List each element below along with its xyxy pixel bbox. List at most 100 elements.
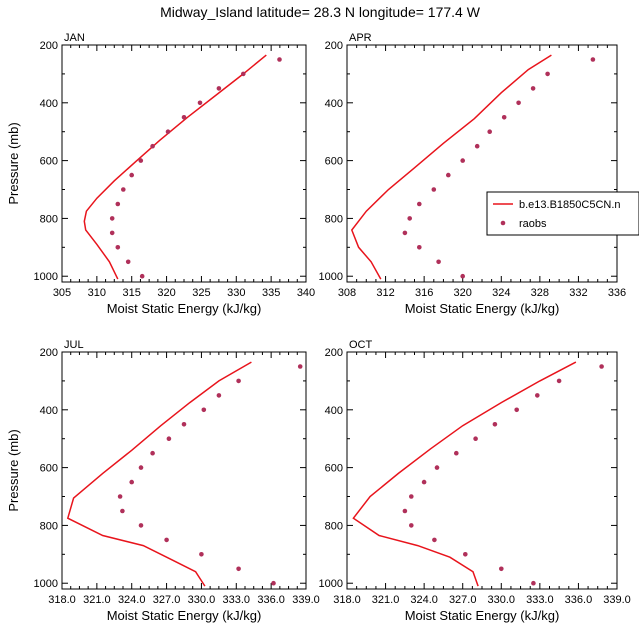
data-point-raobs bbox=[599, 364, 604, 369]
x-tick-label: 316 bbox=[415, 287, 433, 299]
data-point-raobs bbox=[138, 523, 144, 528]
data-point-raobs bbox=[121, 187, 126, 192]
data-point-raobs bbox=[271, 580, 276, 586]
data-point-raobs bbox=[417, 245, 422, 250]
x-axis-title: Moist Static Energy (kJ/kg) bbox=[405, 301, 560, 316]
data-point-raobs bbox=[446, 172, 451, 178]
data-point-raobs bbox=[402, 508, 408, 514]
data-point-raobs bbox=[129, 172, 134, 178]
y-tick-label: 600 bbox=[325, 463, 343, 475]
y-tick-label: 400 bbox=[325, 98, 343, 110]
data-point-raobs bbox=[409, 494, 414, 499]
y-tick-label: 400 bbox=[325, 405, 343, 417]
data-point-raobs bbox=[492, 422, 498, 427]
data-point-raobs bbox=[117, 494, 123, 499]
legend-swatch-raobs bbox=[500, 220, 506, 226]
panel-jan: JAN 305 310 315 320 325 330 335 340 200 400 600 800 1… bbox=[6, 32, 315, 316]
data-point-raobs bbox=[454, 450, 459, 456]
data-point-raobs bbox=[499, 566, 504, 572]
series-line-model bbox=[66, 361, 252, 587]
data-point-raobs bbox=[501, 115, 507, 120]
x-tick-label: 321.0 bbox=[372, 594, 400, 606]
x-tick-label: 327.0 bbox=[153, 594, 181, 606]
data-point-raobs bbox=[181, 422, 187, 427]
x-axis-title: Moist Static Energy (kJ/kg) bbox=[405, 608, 560, 623]
x-tick-label: 324 bbox=[492, 287, 510, 299]
data-point-raobs bbox=[421, 479, 427, 485]
x-tick-label: 321.0 bbox=[83, 594, 111, 606]
x-tick-label: 339.0 bbox=[292, 594, 320, 606]
plot-frame bbox=[346, 44, 618, 283]
data-point-raobs bbox=[109, 230, 115, 236]
x-tick-label: 310 bbox=[88, 287, 106, 299]
x-tick-label: 330.0 bbox=[488, 594, 516, 606]
data-point-raobs bbox=[241, 71, 246, 77]
panel-label: JUL bbox=[64, 339, 84, 351]
x-tick-label: 330 bbox=[227, 287, 245, 299]
x-tick-label: 305 bbox=[53, 287, 71, 299]
x-tick-label: 330.0 bbox=[188, 594, 216, 606]
data-point-raobs bbox=[236, 378, 241, 384]
y-tick-label: 200 bbox=[325, 40, 343, 52]
data-point-raobs bbox=[150, 450, 155, 456]
x-axis-title: Moist Static Energy (kJ/kg) bbox=[107, 608, 262, 623]
data-point-raobs bbox=[460, 158, 466, 163]
y-tick-label: 1000 bbox=[34, 271, 58, 283]
y-axis-title: Pressure (mb) bbox=[6, 429, 21, 511]
data-point-raobs bbox=[407, 216, 413, 221]
data-point-raobs bbox=[129, 479, 134, 485]
data-point-raobs bbox=[166, 436, 172, 442]
y-tick-label: 600 bbox=[40, 463, 58, 475]
y-tick-label: 800 bbox=[40, 520, 58, 532]
y-tick-label: 800 bbox=[325, 520, 343, 532]
data-point-raobs bbox=[216, 393, 222, 398]
data-point-raobs bbox=[474, 143, 480, 149]
x-tick-label: 315 bbox=[123, 287, 141, 299]
y-tick-label: 400 bbox=[40, 98, 58, 110]
x-tick-label: 339.0 bbox=[603, 594, 631, 606]
x-tick-label: 340 bbox=[297, 287, 315, 299]
x-tick-label: 333.0 bbox=[223, 594, 251, 606]
panel-oct: OCT 318.0 321.0 324.0 327.0 330.0 333.0 336.0 33… bbox=[319, 339, 631, 623]
x-tick-label: 324.0 bbox=[118, 594, 146, 606]
chart-title: Midway_Island latitude= 28.3 N longitude… bbox=[160, 4, 481, 20]
data-point-raobs bbox=[531, 580, 536, 586]
y-tick-label: 800 bbox=[40, 213, 58, 225]
x-tick-label: 328 bbox=[531, 287, 549, 299]
data-point-raobs bbox=[535, 393, 540, 398]
data-point-raobs bbox=[436, 259, 441, 265]
x-tick-label: 327.0 bbox=[449, 594, 477, 606]
series-line-model bbox=[352, 361, 577, 587]
y-tick-label: 1000 bbox=[319, 271, 343, 283]
data-point-raobs bbox=[487, 129, 493, 134]
data-point-raobs bbox=[556, 378, 562, 384]
data-point-raobs bbox=[138, 465, 144, 470]
y-tick-label: 1000 bbox=[319, 578, 343, 590]
x-tick-label: 318.0 bbox=[48, 594, 76, 606]
y-tick-label: 200 bbox=[325, 347, 343, 359]
data-point-raobs bbox=[181, 115, 187, 120]
data-point-raobs bbox=[431, 187, 437, 192]
legend-label-raobs: raobs bbox=[519, 218, 547, 230]
data-point-raobs bbox=[297, 364, 303, 369]
data-point-raobs bbox=[460, 273, 466, 279]
data-point-raobs bbox=[409, 523, 414, 528]
data-point-raobs bbox=[530, 86, 536, 91]
y-tick-label: 200 bbox=[40, 40, 58, 52]
data-point-raobs bbox=[138, 158, 144, 163]
x-tick-label: 318.0 bbox=[333, 594, 361, 606]
x-tick-label: 332 bbox=[569, 287, 587, 299]
y-tick-label: 200 bbox=[40, 347, 58, 359]
plot-frame bbox=[346, 351, 618, 590]
data-point-raobs bbox=[115, 201, 121, 207]
panel-label: OCT bbox=[349, 339, 373, 351]
y-tick-label: 1000 bbox=[34, 578, 58, 590]
panel-jul: JUL 318.0 321.0 324.0 327.0 330.0 333.0 336.0 33… bbox=[6, 339, 320, 623]
y-tick-label: 800 bbox=[325, 213, 343, 225]
data-point-raobs bbox=[590, 57, 596, 62]
legend: b.e13.B1850C5CN.n raobs bbox=[486, 191, 639, 236]
data-point-raobs bbox=[516, 100, 521, 106]
x-tick-label: 336.0 bbox=[565, 594, 593, 606]
x-tick-label: 312 bbox=[376, 287, 394, 299]
